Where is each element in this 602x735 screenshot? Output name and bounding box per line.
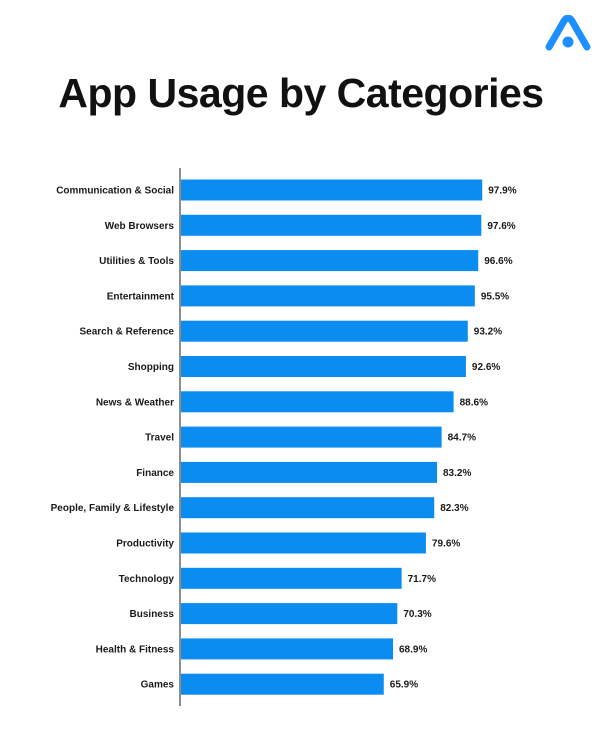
bar — [181, 603, 398, 625]
bar — [181, 320, 468, 342]
category-label: Business — [130, 609, 175, 620]
value-label: 97.6% — [487, 221, 515, 232]
bar — [181, 426, 442, 448]
bar — [181, 214, 482, 236]
value-label: 71.7% — [408, 574, 436, 585]
category-label: Utilities & Tools — [99, 256, 174, 267]
value-label: 96.6% — [484, 256, 512, 267]
bar — [181, 356, 466, 377]
category-label: News & Weather — [96, 397, 174, 408]
brand-logo-icon — [545, 15, 591, 51]
category-label: Entertainment — [107, 291, 175, 302]
value-label: 92.6% — [472, 362, 500, 373]
bar — [181, 461, 438, 483]
value-label: 70.3% — [403, 609, 431, 620]
value-label: 93.2% — [474, 327, 502, 338]
category-label: Finance — [136, 468, 174, 479]
category-label: Communication & Social — [56, 186, 174, 197]
value-label: 95.5% — [481, 291, 509, 302]
category-label: Web Browsers — [105, 221, 175, 232]
value-label: 68.9% — [399, 644, 427, 655]
value-label: 88.6% — [460, 397, 488, 408]
bar — [181, 285, 475, 307]
value-label: 65.9% — [390, 680, 418, 691]
bar — [181, 567, 402, 589]
value-label: 97.9% — [488, 186, 516, 197]
chart-title: App Usage by Categories — [58, 70, 544, 116]
category-label: Technology — [119, 574, 175, 585]
bar — [181, 250, 479, 272]
category-label: Health & Fitness — [96, 644, 175, 655]
value-labels: 97.9% 97.6% 96.6% 95.5% 93.2% 92.6% 88.6% 84.7%… — [390, 186, 517, 691]
bar — [181, 391, 454, 413]
bar — [181, 497, 435, 519]
bar — [181, 179, 483, 201]
bar — [181, 673, 384, 695]
bar — [181, 532, 426, 554]
category-label: Productivity — [116, 539, 174, 550]
category-label: Travel — [145, 433, 174, 444]
category-labels: Communication & Social Web Browsers Utilit… — [51, 186, 175, 691]
value-label: 84.7% — [448, 433, 476, 444]
value-label: 79.6% — [432, 539, 460, 550]
category-label: People, Family & Lifestyle — [51, 503, 175, 514]
value-label: 82.3% — [440, 503, 468, 514]
category-label: Search & Reference — [80, 327, 175, 338]
category-label: Games — [141, 680, 175, 691]
value-label: 83.2% — [443, 468, 471, 479]
bar — [181, 638, 394, 660]
category-label: Shopping — [128, 362, 174, 373]
bars-group — [181, 179, 483, 695]
